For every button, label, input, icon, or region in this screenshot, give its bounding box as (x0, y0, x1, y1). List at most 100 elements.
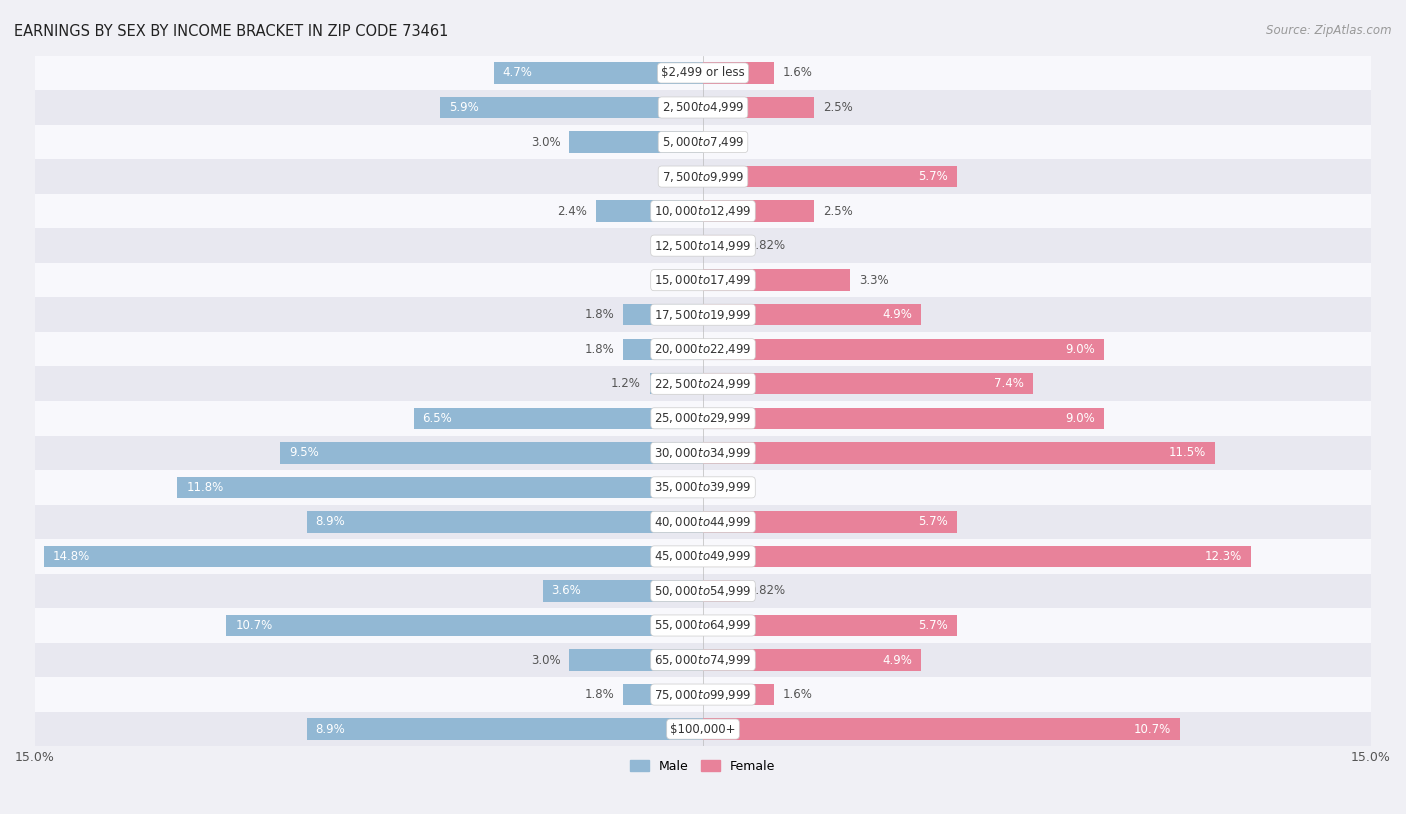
Bar (35, 401, 1371, 435)
Bar (569, 650, 703, 671)
Bar (307, 719, 703, 740)
Text: 0.0%: 0.0% (665, 170, 695, 183)
Bar (703, 304, 921, 326)
Bar (35, 435, 1371, 470)
Bar (35, 297, 1371, 332)
Text: 9.0%: 9.0% (1066, 412, 1095, 425)
Bar (623, 339, 703, 360)
Text: 2.5%: 2.5% (824, 101, 853, 114)
Text: $45,000 to $49,999: $45,000 to $49,999 (654, 549, 752, 563)
Text: 5.7%: 5.7% (918, 619, 948, 632)
Text: 4.7%: 4.7% (502, 67, 533, 80)
Legend: Male, Female: Male, Female (626, 755, 780, 778)
Bar (413, 408, 703, 429)
Bar (307, 511, 703, 532)
Text: $75,000 to $99,999: $75,000 to $99,999 (654, 688, 752, 702)
Bar (35, 505, 1371, 539)
Bar (703, 684, 775, 705)
Text: $17,500 to $19,999: $17,500 to $19,999 (654, 308, 752, 322)
Text: $50,000 to $54,999: $50,000 to $54,999 (654, 584, 752, 598)
Text: $2,499 or less: $2,499 or less (661, 67, 745, 80)
Bar (569, 131, 703, 153)
Bar (703, 200, 814, 221)
Bar (35, 574, 1371, 608)
Bar (177, 477, 703, 498)
Bar (35, 470, 1371, 505)
Bar (35, 539, 1371, 574)
Text: 3.0%: 3.0% (531, 654, 561, 667)
Text: 3.3%: 3.3% (859, 274, 889, 287)
Text: 0.0%: 0.0% (665, 274, 695, 287)
Text: $35,000 to $39,999: $35,000 to $39,999 (654, 480, 752, 494)
Text: 4.9%: 4.9% (883, 654, 912, 667)
Bar (35, 677, 1371, 711)
Bar (44, 545, 703, 567)
Bar (623, 684, 703, 705)
Text: $65,000 to $74,999: $65,000 to $74,999 (654, 653, 752, 667)
Bar (35, 332, 1371, 366)
Text: $5,000 to $7,499: $5,000 to $7,499 (662, 135, 744, 149)
Text: 1.8%: 1.8% (583, 688, 614, 701)
Text: 1.8%: 1.8% (583, 343, 614, 356)
Bar (35, 90, 1371, 125)
Text: 0.0%: 0.0% (711, 481, 741, 494)
Bar (703, 511, 957, 532)
Bar (226, 615, 703, 637)
Text: 3.0%: 3.0% (531, 136, 561, 148)
Text: 5.9%: 5.9% (449, 101, 479, 114)
Bar (35, 263, 1371, 297)
Bar (703, 719, 1180, 740)
Text: 9.5%: 9.5% (288, 446, 319, 459)
Text: $15,000 to $17,499: $15,000 to $17,499 (654, 274, 752, 287)
Bar (703, 615, 957, 637)
Text: 0.82%: 0.82% (748, 239, 786, 252)
Bar (35, 194, 1371, 229)
Text: $100,000+: $100,000+ (671, 723, 735, 736)
Bar (494, 62, 703, 84)
Text: 6.5%: 6.5% (422, 412, 453, 425)
Bar (35, 608, 1371, 643)
Text: $25,000 to $29,999: $25,000 to $29,999 (654, 411, 752, 425)
Text: $22,500 to $24,999: $22,500 to $24,999 (654, 377, 752, 391)
Bar (703, 339, 1104, 360)
Text: 5.7%: 5.7% (918, 515, 948, 528)
Bar (703, 269, 851, 291)
Bar (35, 160, 1371, 194)
Text: 7.4%: 7.4% (994, 377, 1024, 390)
Bar (703, 166, 957, 187)
Text: 4.9%: 4.9% (883, 309, 912, 322)
Text: 8.9%: 8.9% (315, 515, 346, 528)
Bar (703, 580, 740, 602)
Text: 2.4%: 2.4% (557, 204, 588, 217)
Bar (650, 373, 703, 395)
Bar (703, 650, 921, 671)
Text: 11.8%: 11.8% (187, 481, 224, 494)
Bar (703, 62, 775, 84)
Text: 11.5%: 11.5% (1168, 446, 1206, 459)
Text: 0.82%: 0.82% (748, 584, 786, 597)
Text: 1.6%: 1.6% (783, 688, 813, 701)
Bar (623, 304, 703, 326)
Text: $55,000 to $64,999: $55,000 to $64,999 (654, 619, 752, 632)
Text: $7,500 to $9,999: $7,500 to $9,999 (662, 169, 744, 184)
Bar (703, 235, 740, 256)
Bar (703, 97, 814, 118)
Text: $2,500 to $4,999: $2,500 to $4,999 (662, 100, 744, 115)
Bar (703, 408, 1104, 429)
Text: 1.2%: 1.2% (610, 377, 641, 390)
Bar (596, 200, 703, 221)
Text: $20,000 to $22,499: $20,000 to $22,499 (654, 342, 752, 357)
Text: 9.0%: 9.0% (1066, 343, 1095, 356)
Bar (35, 366, 1371, 401)
Text: $40,000 to $44,999: $40,000 to $44,999 (654, 515, 752, 529)
Text: 10.7%: 10.7% (235, 619, 273, 632)
Bar (543, 580, 703, 602)
Text: 2.5%: 2.5% (824, 204, 853, 217)
Bar (35, 55, 1371, 90)
Text: Source: ZipAtlas.com: Source: ZipAtlas.com (1267, 24, 1392, 37)
Text: 14.8%: 14.8% (53, 550, 90, 563)
Text: 10.7%: 10.7% (1133, 723, 1171, 736)
Text: EARNINGS BY SEX BY INCOME BRACKET IN ZIP CODE 73461: EARNINGS BY SEX BY INCOME BRACKET IN ZIP… (14, 24, 449, 39)
Text: 0.0%: 0.0% (711, 136, 741, 148)
Text: 5.7%: 5.7% (918, 170, 948, 183)
